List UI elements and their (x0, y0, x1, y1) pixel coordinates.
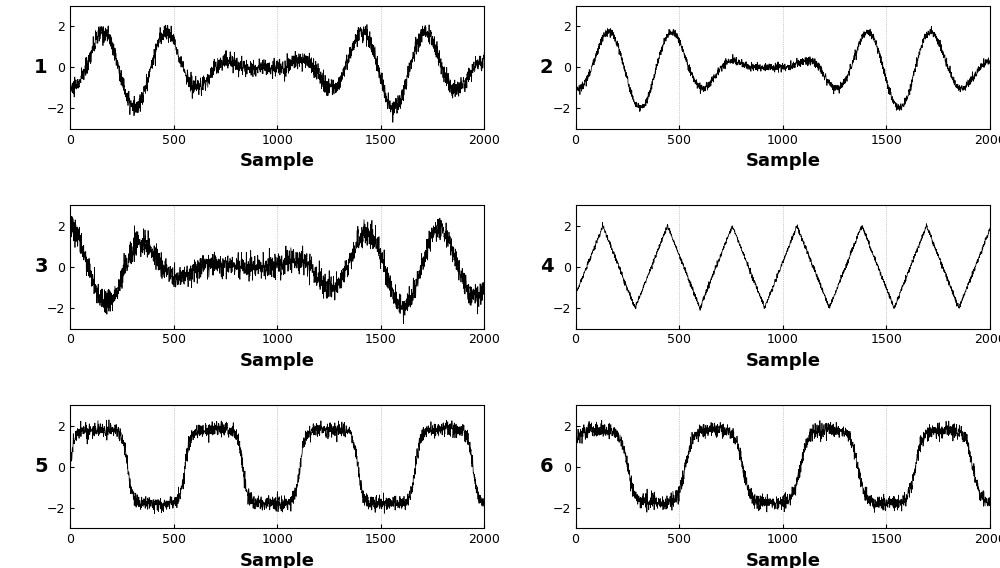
X-axis label: Sample: Sample (240, 552, 315, 568)
X-axis label: Sample: Sample (745, 152, 820, 170)
Text: 6: 6 (540, 457, 553, 476)
X-axis label: Sample: Sample (240, 152, 315, 170)
Text: 4: 4 (540, 257, 553, 277)
Text: 2: 2 (540, 58, 553, 77)
Text: 1: 1 (34, 58, 48, 77)
X-axis label: Sample: Sample (745, 352, 820, 370)
X-axis label: Sample: Sample (745, 552, 820, 568)
X-axis label: Sample: Sample (240, 352, 315, 370)
Text: 5: 5 (34, 457, 48, 476)
Text: 3: 3 (34, 257, 48, 277)
